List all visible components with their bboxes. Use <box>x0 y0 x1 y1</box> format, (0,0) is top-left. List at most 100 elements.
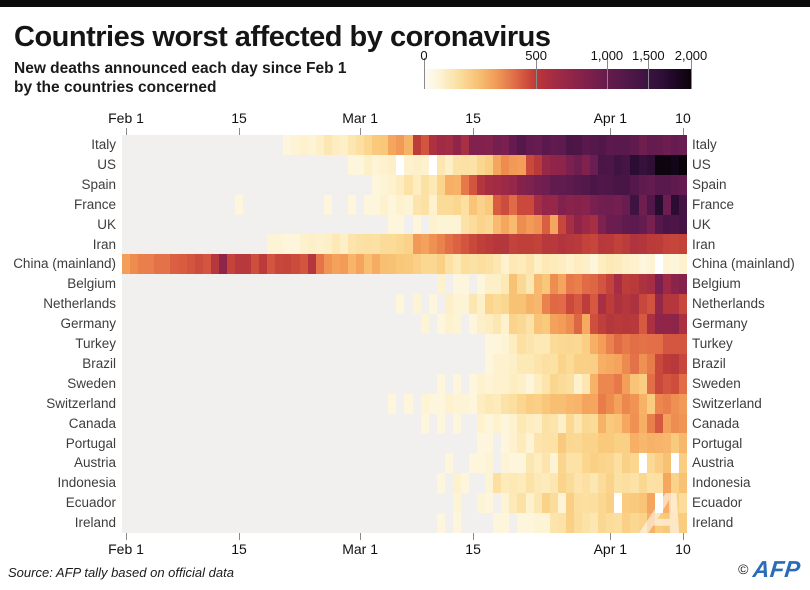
heatmap-cell <box>420 174 429 195</box>
heatmap-cell <box>340 453 348 473</box>
heatmap-cell <box>533 214 542 235</box>
heatmap-cell <box>501 513 510 533</box>
heatmap-cell <box>267 394 275 414</box>
heatmap-cell <box>469 473 477 493</box>
heatmap-cell <box>493 174 502 195</box>
heatmap-cell <box>549 174 558 195</box>
heatmap-cell <box>396 453 404 473</box>
heatmap-cell <box>453 354 461 374</box>
heatmap-cell <box>404 354 412 374</box>
heatmap-cell <box>332 215 340 235</box>
heatmap-cell <box>178 513 186 533</box>
heatmap-cell <box>517 373 526 394</box>
heatmap-cell <box>388 234 397 255</box>
heatmap-cell <box>477 294 486 315</box>
heatmap-cell <box>678 294 687 315</box>
heatmap-cell <box>533 274 542 295</box>
heatmap-cell <box>573 433 583 454</box>
heatmap-cell <box>396 194 405 215</box>
heatmap-cell <box>388 393 397 414</box>
heatmap-cell <box>421 513 429 533</box>
heatmap-cell <box>154 155 162 175</box>
heatmap-cell <box>501 135 510 155</box>
heatmap-cell <box>315 254 324 275</box>
heatmap-cell <box>444 194 453 215</box>
heatmap-cell <box>461 414 469 434</box>
heatmap-cell <box>670 154 679 175</box>
heatmap-cell <box>235 374 243 394</box>
heatmap-cell <box>211 354 219 374</box>
heatmap-cell <box>348 215 356 235</box>
heatmap-cell <box>404 493 412 513</box>
heatmap-cell <box>509 353 518 374</box>
heatmap-cell <box>461 493 469 513</box>
heatmap-cell <box>348 314 356 334</box>
heatmap-cell <box>235 473 243 493</box>
heatmap-cell <box>388 194 397 215</box>
heatmap-cell <box>582 373 591 394</box>
heatmap-cell <box>219 175 227 195</box>
heatmap-cell <box>178 155 186 175</box>
heatmap-cell <box>162 195 170 215</box>
heatmap-cell <box>259 155 267 175</box>
heatmap-cell <box>348 294 356 314</box>
x-axis-tick <box>239 533 241 540</box>
heatmap-cell <box>477 433 486 454</box>
heatmap-cell <box>428 154 437 175</box>
heatmap-cell <box>388 453 396 473</box>
heatmap-cell <box>477 254 486 275</box>
heatmap-cell <box>348 175 356 195</box>
heatmap-cell <box>622 453 631 474</box>
heatmap-cell <box>364 493 372 513</box>
heatmap-cell <box>396 473 404 493</box>
heatmap-cell <box>517 294 526 315</box>
heatmap-cell <box>549 473 558 494</box>
heatmap-cell <box>396 493 404 513</box>
heatmap-cell <box>130 334 138 354</box>
heatmap-cell <box>517 174 526 195</box>
heatmap-cell <box>541 453 550 474</box>
heatmap-cell <box>203 433 211 453</box>
heatmap-cell <box>332 314 340 334</box>
heatmap-cell <box>565 254 574 275</box>
heatmap-cell <box>275 493 283 513</box>
heatmap-cell <box>195 394 203 414</box>
source-note: Source: AFP tally based on official data <box>8 565 234 580</box>
heatmap-cell <box>429 314 437 334</box>
heatmap-cell <box>227 175 235 195</box>
heatmap-cell <box>339 135 348 155</box>
heatmap-cell <box>573 294 583 315</box>
heatmap-cell <box>154 453 162 473</box>
heatmap-cell <box>654 393 663 414</box>
heatmap-cell <box>565 294 574 315</box>
heatmap-cell <box>396 234 405 255</box>
heatmap-cell <box>122 334 130 354</box>
heatmap-cell <box>380 254 389 275</box>
heatmap-cell <box>235 414 243 434</box>
heatmap-cell <box>557 453 566 474</box>
heatmap-cell <box>428 194 437 215</box>
heatmap-cell <box>549 234 558 255</box>
heatmap-cell <box>678 274 687 295</box>
heatmap-cell <box>187 314 195 334</box>
heatmap-cell <box>251 354 259 374</box>
heatmap-cell <box>259 234 267 254</box>
heatmap-cell <box>413 314 421 334</box>
heatmap-cell <box>420 154 429 175</box>
heatmap-cell <box>388 493 396 513</box>
heatmap-cell <box>372 473 380 493</box>
heatmap-cell <box>372 174 381 195</box>
heatmap-cell <box>195 294 203 314</box>
heatmap-cell <box>234 194 244 215</box>
heatmap-cell <box>283 334 291 354</box>
heatmap-cell <box>614 174 623 195</box>
heatmap-cell <box>138 254 147 275</box>
heatmap-cell <box>469 294 478 315</box>
heatmap-cell <box>452 473 461 494</box>
heatmap-cell <box>308 513 316 533</box>
heatmap-cell <box>670 333 679 354</box>
heatmap-cell <box>146 394 154 414</box>
heatmap-cell <box>582 214 591 235</box>
heatmap-cell <box>598 473 607 494</box>
x-axis-label: 10 <box>675 541 691 557</box>
